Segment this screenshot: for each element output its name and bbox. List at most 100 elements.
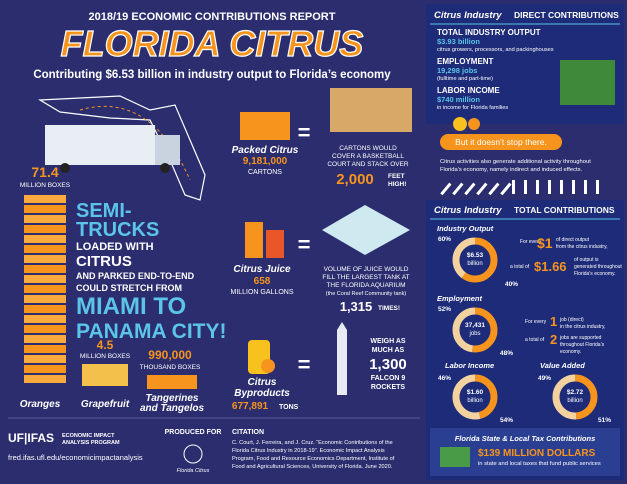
- box: [24, 235, 66, 243]
- footer-program: ECONOMIC IMPACT: [62, 433, 115, 439]
- box: [24, 255, 66, 263]
- packed-amount: 9,181,000: [243, 156, 288, 167]
- compare-line: VOLUME OF JUICE WOULD: [324, 266, 409, 273]
- total-title: TOTAL CONTRIBUTIONS: [514, 205, 615, 215]
- donut-center: billion: [567, 398, 582, 404]
- subtitle: Contributing $6.53 billion in industry o…: [33, 69, 391, 81]
- truck-line: PANAMA CITY!: [76, 320, 227, 343]
- donut-share: 51%: [598, 417, 611, 424]
- donut-segment: [452, 237, 498, 283]
- compare-big: 1,300: [369, 356, 407, 373]
- box: [24, 355, 66, 363]
- truck-line: MIAMI TO: [76, 293, 186, 320]
- box: [24, 375, 66, 383]
- compare-line: FILL THE LARGEST TANK AT: [322, 274, 409, 281]
- tax-title: Florida State & Local Tax Contributions: [455, 434, 596, 443]
- box: [24, 205, 66, 213]
- footer-logo: UF|IFAS: [8, 431, 54, 445]
- more-text: Florida’s economy, namely indirect and i…: [440, 167, 582, 173]
- explain-big: $1.66: [534, 259, 567, 274]
- tangerine-boxes: [147, 375, 197, 389]
- compare-big: 2,000: [336, 171, 374, 188]
- box: [24, 345, 66, 353]
- juice-glass: [245, 222, 263, 258]
- box: [24, 335, 66, 343]
- compare-after: HIGH!: [388, 181, 406, 188]
- byproduct-orange: [261, 359, 275, 373]
- donut-center: $1.60: [467, 389, 484, 396]
- juice-unit: MILLION GALLONS: [230, 289, 293, 296]
- direct-label: EMPLOYMENT: [437, 57, 494, 66]
- donut-center: billion: [467, 398, 482, 404]
- tangerine-unit: THOUSAND BOXES: [140, 364, 201, 371]
- truck-line: TRUCKS: [76, 219, 159, 241]
- domino: [572, 180, 575, 194]
- grapefruit-amount: 4.5: [97, 338, 114, 352]
- domino: [548, 180, 551, 194]
- partner-logo: [183, 444, 203, 464]
- explain: jobs are supported: [559, 335, 602, 341]
- citation-line: C. Court, J. Ferreira, and J. Cruz. “Eco…: [232, 440, 393, 446]
- donut-title: Value Added: [540, 361, 585, 370]
- domino: [512, 180, 515, 194]
- compare-line: MUCH AS: [372, 347, 405, 354]
- box: [24, 265, 66, 273]
- florida-map: [37, 95, 206, 201]
- donut-center: 37,431: [465, 322, 485, 329]
- explain: from the citrus industry,: [556, 244, 608, 250]
- compare-after: FALCON 9: [371, 375, 406, 382]
- donut-share: 49%: [538, 375, 551, 382]
- donut-share: 40%: [505, 281, 518, 288]
- tax-value: $139 MILLION DOLLARS: [478, 448, 596, 459]
- compare-line: COVER A BASKETBALL: [332, 153, 404, 160]
- compare-line: (the Coral Reef Community tank): [326, 291, 407, 297]
- donut-segment: [452, 307, 498, 353]
- workers-illustration: [560, 60, 615, 105]
- explain: For every: [520, 239, 542, 245]
- orange-label: Oranges: [20, 399, 61, 410]
- truck-line: LOADED WITH: [76, 241, 154, 253]
- donut-title: Labor Income: [445, 361, 494, 370]
- equals: =: [298, 232, 311, 257]
- explain: economy.: [560, 349, 581, 355]
- produced-for: PRODUCED FOR: [165, 429, 222, 436]
- byproduct-label: Citrus: [248, 377, 277, 388]
- compare-line: CARTONS WOULD: [339, 145, 397, 152]
- explain: Florida’s economy.: [574, 271, 616, 277]
- wheel: [60, 163, 70, 173]
- direct-note: in income for Florida families: [437, 105, 508, 111]
- byproduct-label: Byproducts: [234, 388, 290, 399]
- box: [24, 225, 66, 233]
- domino: [464, 182, 476, 196]
- wheel: [160, 163, 170, 173]
- explain: generated throughout: [574, 264, 622, 270]
- box: [24, 285, 66, 293]
- domino: [452, 182, 464, 196]
- tank-image: [322, 205, 410, 255]
- citation-line: Food and Agricultural Sciences, Universi…: [232, 464, 393, 470]
- domino: [536, 180, 539, 194]
- direct-title: Citrus Industry: [434, 10, 502, 21]
- donut-segment: [452, 374, 498, 420]
- donut-share: 52%: [438, 306, 451, 313]
- fruit: [453, 117, 467, 131]
- donut-share: 48%: [500, 350, 513, 357]
- explain: in the citrus industry,: [560, 324, 605, 330]
- tax-note: in state and local taxes that fund publi…: [478, 461, 601, 467]
- donut-share: 60%: [438, 236, 451, 243]
- box: [24, 215, 66, 223]
- truck: [45, 125, 155, 165]
- compare-after: FEET: [388, 173, 405, 180]
- explain: throughout Florida’s: [560, 342, 605, 348]
- grapefruit-boxes: [82, 364, 128, 386]
- domino: [524, 180, 527, 194]
- total-title: Citrus Industry: [434, 205, 502, 216]
- direct-note: (fulltime and part-time): [437, 76, 493, 82]
- grapefruit-unit: MILLION BOXES: [80, 353, 131, 360]
- explain-big: 1: [550, 314, 557, 329]
- donut-title: Industry Output: [437, 224, 494, 233]
- packed-label: Packed Citrus: [232, 145, 299, 156]
- equals: =: [298, 352, 311, 377]
- domino: [476, 182, 488, 196]
